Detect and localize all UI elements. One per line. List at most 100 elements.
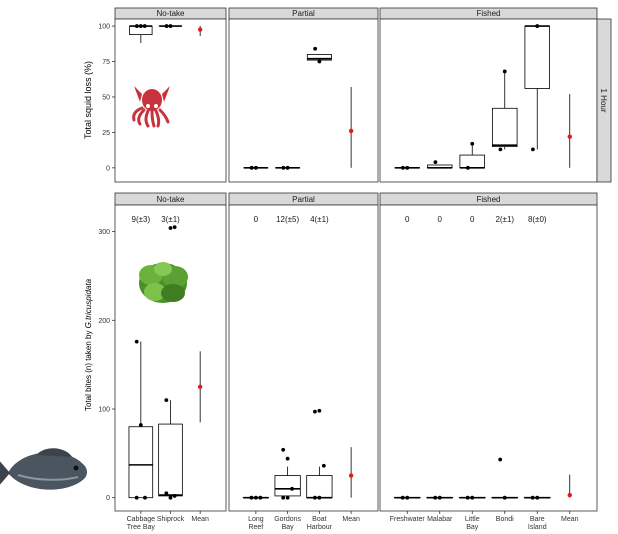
data-point [466,165,470,170]
y-tick-label: 0 [106,165,110,172]
data-point [138,24,143,28]
data-point [437,495,442,500]
x-tick-label: Harbour [307,524,333,531]
x-tick-label: Shiprock [157,516,185,523]
seaweed-illustration [139,262,188,303]
data-point [531,147,535,152]
data-point [285,456,290,461]
y-tick-label: 75 [102,59,110,66]
data-point [134,24,139,28]
x-tick-label: Reef [248,524,263,531]
y-tick-label: 100 [98,407,110,414]
row-strip-label: 1 Hour [599,88,608,112]
data-point [253,495,258,500]
data-point [143,495,147,500]
x-tick-label: Tree Bay [127,524,156,531]
data-point [321,463,326,468]
facet-strip-label: No-take [156,195,185,204]
facet-panel [114,18,227,183]
top-row: 0 25 50 75 100 No-take Partial Fished 1 Hour [98,7,612,183]
box [158,423,183,497]
count-label: 0 [438,215,443,224]
facet-strip-label: Fished [476,195,500,204]
x-tick-label: Mean [342,516,360,523]
x-tick-label: Long [248,516,264,523]
data-point [285,495,290,500]
facet-strip-label: Partial [292,9,315,18]
data-point [134,339,139,344]
x-tick-label: Mean [191,516,209,523]
data-point [498,147,503,152]
facet-panel [228,18,379,183]
x-tick-label: Freshwater [390,516,426,523]
y-tick-label: 100 [98,24,110,31]
facet-strip-label: No-take [156,9,185,18]
data-point [172,494,177,498]
data-point [530,495,535,500]
data-point [249,495,254,500]
data-point [400,495,405,500]
facet-panel [379,18,598,183]
x-tick-label: Gordons [274,516,301,523]
data-point [134,495,139,500]
y-tick-label: 300 [98,229,110,236]
facet-panel [379,204,598,512]
data-point [164,24,169,28]
facet-strip-label: Partial [292,195,315,204]
data-point [313,409,317,414]
box [274,475,301,497]
data-point [290,486,294,491]
count-label: 0 [405,215,410,224]
data-point [535,24,540,28]
data-point [470,141,475,146]
data-point [498,457,503,462]
x-tick-label: Little [465,516,480,523]
count-label: 12(±5) [276,215,299,224]
data-point [502,69,507,74]
x-tick-label: Mean [561,516,579,523]
count-label: 0 [470,215,475,224]
data-point [401,165,405,170]
data-point [142,24,147,28]
mean-point [348,473,354,478]
count-label: 4(±1) [310,215,329,224]
count-label: 3(±1) [161,215,180,224]
data-point [317,495,322,500]
mean-point [348,128,354,134]
data-point [168,24,173,28]
data-point [164,398,169,403]
box [459,154,485,169]
x-tick-label: Malabar [427,516,453,523]
y-tick-label: 200 [98,318,110,325]
mean-point [567,134,572,139]
x-tick-label: Bondi [496,516,514,523]
data-point [281,447,286,452]
count-label: 8(±0) [528,215,547,224]
data-point [138,423,143,427]
mean-point [567,492,572,498]
x-tick-label: Bay [466,524,479,531]
y-tick-label: 25 [102,130,110,137]
data-point [281,495,286,500]
bottom-y-axis-title: Total bites (n) taken by G.tricuspidata [84,278,93,411]
facet-panel [228,204,379,512]
top-y-axis-title: Total squid loss (%) [83,61,93,139]
fish-illustration [0,448,87,490]
data-point [317,59,322,64]
data-point [405,165,410,170]
data-point [281,165,286,170]
data-point [317,408,322,413]
data-point [433,495,438,500]
data-point [168,226,173,230]
y-tick-label: 50 [102,94,110,101]
mean-point [197,27,203,32]
squid-illustration [132,86,170,128]
box [128,426,154,499]
data-point [465,495,470,500]
data-point [405,495,410,500]
data-point [168,495,173,500]
row-strip [596,18,612,183]
data-point [535,495,540,500]
count-label: 2(±1) [495,215,514,224]
data-point [253,165,258,170]
